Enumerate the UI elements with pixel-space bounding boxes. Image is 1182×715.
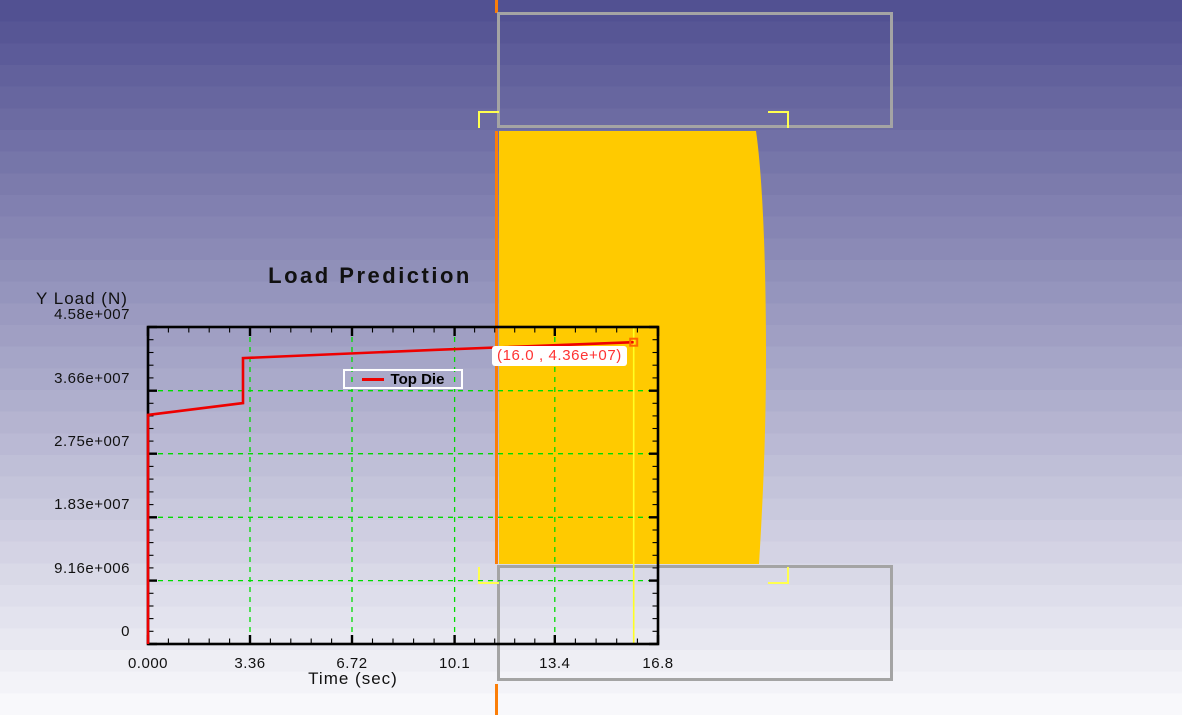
x-tick-label: 0.000 (127, 655, 169, 672)
legend-line-sample (361, 377, 384, 381)
symmetry-axis-line (495, 0, 498, 13)
chart-legend: Top Die (343, 369, 463, 389)
y-tick-label: 9.16e+006 (54, 559, 130, 577)
x-tick-label: 3.36 (234, 655, 266, 672)
curve-value-annotation: (16.0 , 4.36e+07) (492, 346, 627, 366)
x-axis-label: Time (sec) (308, 669, 398, 688)
corner-bracket-top-right (768, 111, 789, 128)
top-die-outline (497, 12, 893, 128)
y-tick-label: 1.83e+007 (54, 496, 130, 514)
symmetry-axis-line (495, 684, 498, 715)
y-axis-label: Y Load (N) (36, 289, 128, 308)
y-tick-label: 2.75e+007 (54, 432, 130, 450)
chart-title: Load Prediction (268, 263, 472, 288)
y-tick-label: 3.66e+007 (54, 369, 130, 387)
corner-bracket-top-left (478, 111, 499, 128)
curve-end-marker (629, 337, 639, 347)
bottom-die-outline (497, 565, 893, 681)
legend-series-label: Top Die (390, 370, 445, 388)
corner-bracket-bottom-left (478, 567, 499, 584)
corner-bracket-bottom-right (768, 567, 789, 584)
y-tick-label: 0 (121, 623, 130, 640)
x-tick-label: 10.1 (438, 655, 471, 672)
